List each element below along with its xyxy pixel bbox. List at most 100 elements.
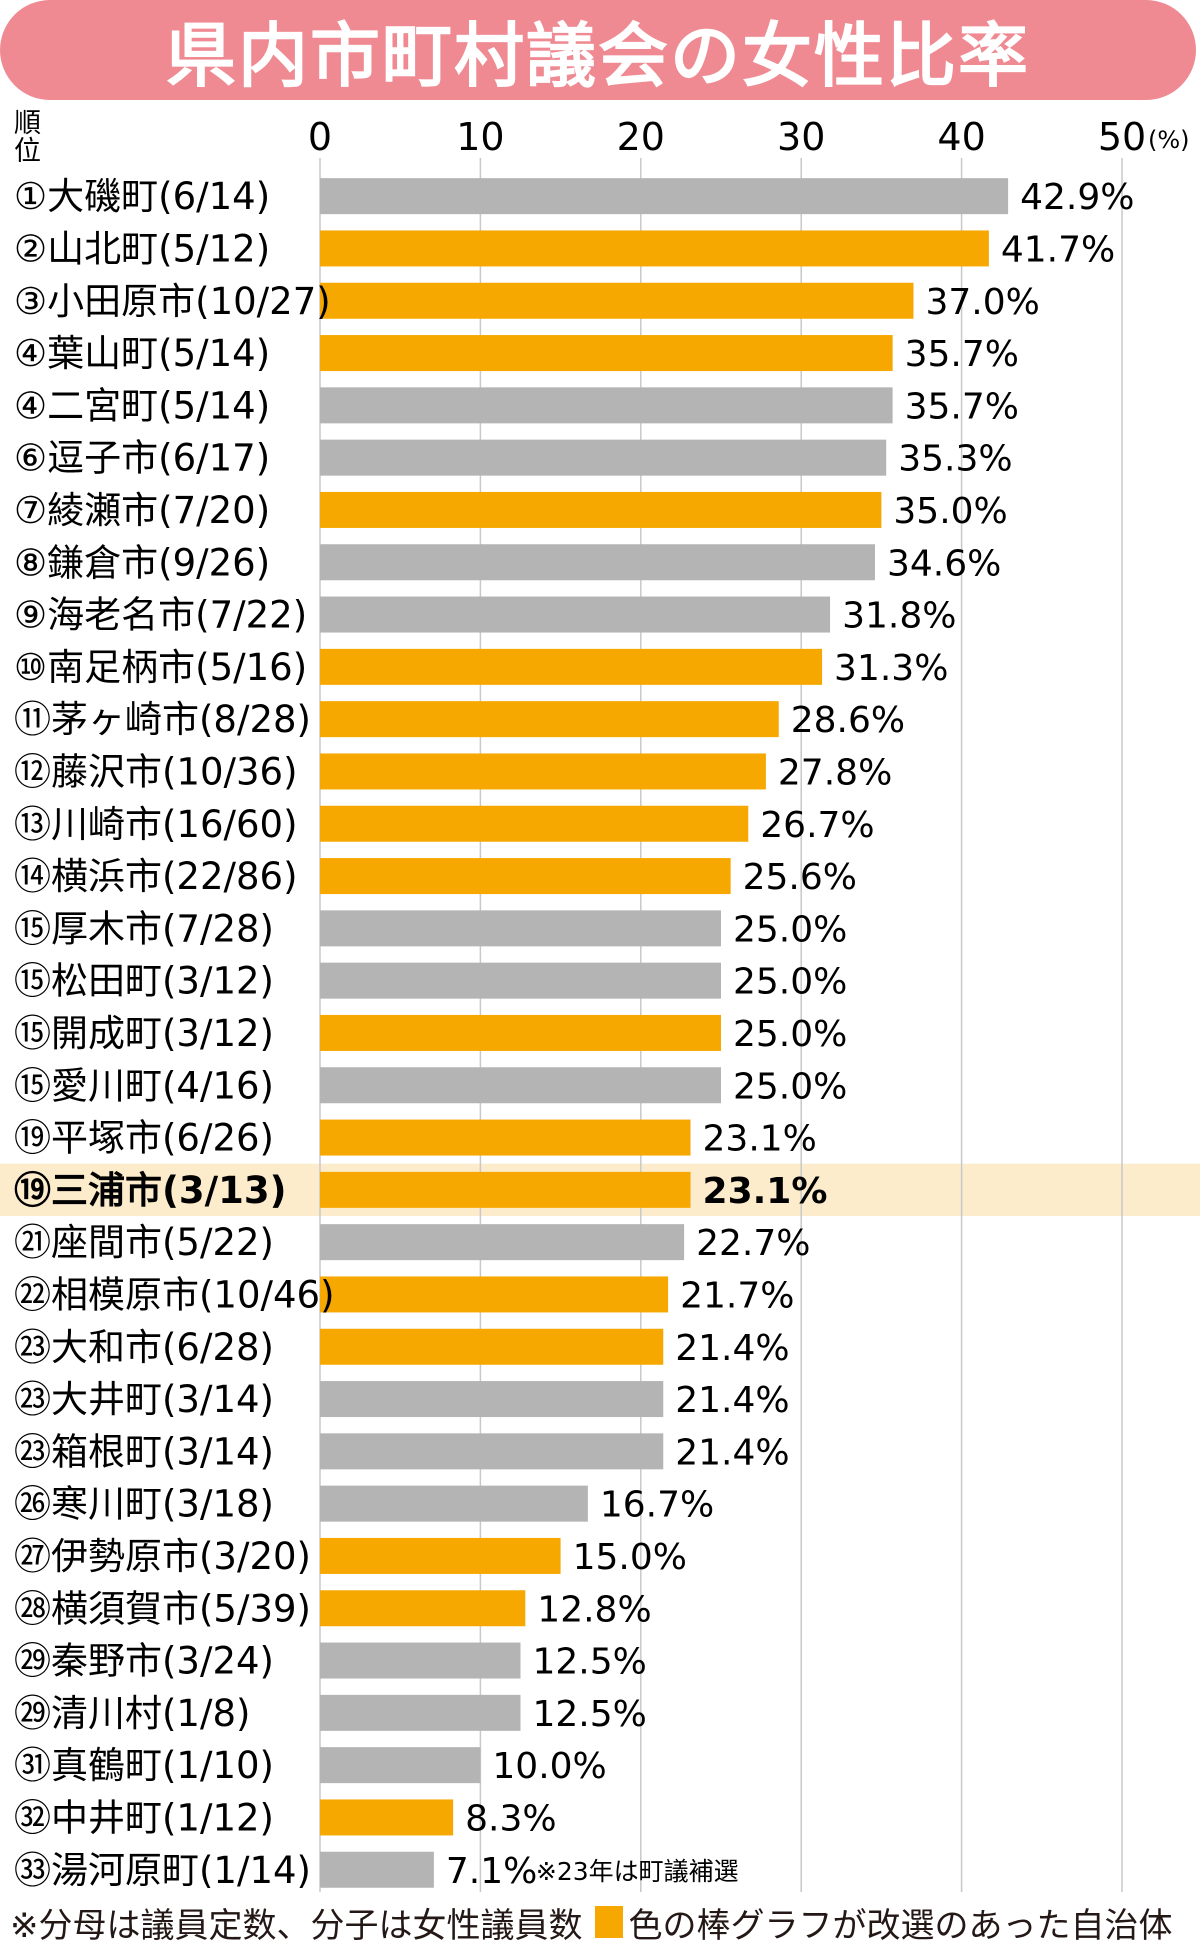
tick-label-50: 50 <box>1098 115 1146 159</box>
value-label-20: 23.1% <box>703 1171 828 1212</box>
category-label-21: ㉑座間市(5/22) <box>14 1221 274 1264</box>
category-label-19: ⑲平塚市(6/26) <box>14 1117 274 1160</box>
value-label-19: 23.1% <box>703 1119 817 1160</box>
footer: ※分母は議員定数、分子は女性議員数 色の棒グラフが改選のあった自治体 <box>10 1896 1173 1948</box>
category-label-4: ④葉山町(5/14) <box>14 332 270 375</box>
category-label-2: ②山北町(5/12) <box>14 227 270 270</box>
bar-2 <box>320 230 989 267</box>
bar-23 <box>320 1328 664 1365</box>
value-label-31: 10.0% <box>492 1746 606 1787</box>
value-label-24: 21.4% <box>675 1380 789 1421</box>
tick-label-30: 30 <box>777 115 825 159</box>
bar-17 <box>320 1014 721 1051</box>
value-label-11: 28.6% <box>791 700 905 741</box>
value-label-29: 12.5% <box>533 1642 647 1683</box>
unit-label: (%) <box>1148 126 1190 154</box>
annotation-note: ※23年は町議補選 <box>536 1857 739 1886</box>
bar-7 <box>320 491 882 528</box>
bar-29 <box>320 1642 521 1679</box>
value-label-25: 21.4% <box>675 1432 789 1473</box>
value-label-18: 25.0% <box>733 1066 847 1107</box>
category-label-6: ⑥逗子市(6/17) <box>14 437 270 480</box>
bar-5 <box>320 387 893 424</box>
category-label-31: ㉛真鶴町(1/10) <box>14 1744 274 1787</box>
value-label-28: 12.8% <box>537 1589 651 1630</box>
category-label-10: ⑩南足柄市(5/16) <box>14 646 307 689</box>
value-label-8: 34.6% <box>887 543 1001 584</box>
tick-label-10: 10 <box>456 115 504 159</box>
bar-13 <box>320 805 749 842</box>
value-label-2: 41.7% <box>1001 229 1115 270</box>
value-label-7: 35.0% <box>893 491 1007 532</box>
value-label-1: 42.9% <box>1020 177 1134 218</box>
category-label-8: ⑧鎌倉市(9/26) <box>14 541 270 584</box>
value-label-10: 31.3% <box>834 648 948 689</box>
category-label-1: ①大磯町(6/14) <box>14 175 270 218</box>
bar-31 <box>320 1747 481 1784</box>
bar-11 <box>320 701 779 738</box>
category-label-22: ㉒相模原市(10/46) <box>14 1273 335 1316</box>
title-banner: 県内市町村議会の女性比率 <box>0 0 1196 100</box>
value-label-3: 37.0% <box>925 282 1039 323</box>
value-label-22: 21.7% <box>680 1275 794 1316</box>
category-label-16: ⑮松田町(3/12) <box>14 960 274 1003</box>
category-label-25: ㉓箱根町(3/14) <box>14 1430 274 1473</box>
value-label-32: 8.3% <box>465 1798 556 1839</box>
bar-30 <box>320 1694 521 1731</box>
value-label-15: 25.0% <box>733 909 847 950</box>
value-label-6: 35.3% <box>898 439 1012 480</box>
bar-6 <box>320 439 887 476</box>
category-label-20: ⑲三浦市(3/13) <box>14 1169 287 1212</box>
bar-25 <box>320 1433 664 1470</box>
category-label-11: ⑪茅ヶ崎市(8/28) <box>14 698 311 741</box>
category-label-23: ㉓大和市(6/28) <box>14 1326 274 1369</box>
category-label-15: ⑮厚木市(7/28) <box>14 907 274 950</box>
bar-3 <box>320 282 914 319</box>
bar-15 <box>320 910 721 947</box>
legend-swatch <box>594 1906 623 1938</box>
value-label-30: 12.5% <box>533 1694 647 1735</box>
bar-12 <box>320 753 766 790</box>
bar-20 <box>320 1171 691 1208</box>
category-label-24: ㉓大井町(3/14) <box>14 1378 274 1421</box>
bar-26 <box>320 1485 588 1522</box>
legend-label: 色の棒グラフが改選のあった自治体 <box>628 1905 1173 1946</box>
footnote: ※分母は議員定数、分子は女性議員数 <box>10 1905 583 1946</box>
value-label-26: 16.7% <box>600 1485 714 1526</box>
bar-10 <box>320 648 823 685</box>
category-label-5: ④二宮町(5/14) <box>14 384 270 427</box>
value-label-16: 25.0% <box>733 962 847 1003</box>
rank-header-1: 順 <box>14 108 41 139</box>
bar-14 <box>320 858 731 895</box>
category-label-18: ⑮愛川町(4/16) <box>14 1064 274 1107</box>
category-label-28: ㉘横須賀市(5/39) <box>14 1587 311 1630</box>
value-label-5: 35.7% <box>905 386 1019 427</box>
category-label-9: ⑨海老名市(7/22) <box>14 594 307 637</box>
category-label-17: ⑮開成町(3/12) <box>14 1012 274 1055</box>
bar-21 <box>320 1224 685 1261</box>
category-label-27: ㉗伊勢原市(3/20) <box>14 1535 311 1578</box>
value-label-13: 26.7% <box>760 805 874 846</box>
bar-22 <box>320 1276 669 1313</box>
chart-title: 県内市町村議会の女性比率 <box>166 14 1030 97</box>
category-label-33: ㉝湯河原町(1/14) <box>14 1849 311 1892</box>
bar-32 <box>320 1799 454 1836</box>
value-label-23: 21.4% <box>675 1328 789 1369</box>
value-label-17: 25.0% <box>733 1014 847 1055</box>
value-label-27: 15.0% <box>573 1537 687 1578</box>
bar-9 <box>320 596 831 633</box>
bar-33 <box>320 1851 434 1888</box>
category-label-32: ㉜中井町(1/12) <box>14 1796 274 1839</box>
bar-27 <box>320 1537 561 1574</box>
category-label-29: ㉙秦野市(3/24) <box>14 1640 274 1683</box>
tick-label-40: 40 <box>937 115 985 159</box>
value-label-4: 35.7% <box>905 334 1019 375</box>
bar-8 <box>320 544 875 581</box>
value-label-14: 25.6% <box>743 857 857 898</box>
tick-label-0: 0 <box>308 115 332 159</box>
category-label-12: ⑫藤沢市(10/36) <box>14 750 298 793</box>
category-label-14: ⑭横浜市(22/86) <box>14 855 298 898</box>
value-label-21: 22.7% <box>696 1223 810 1264</box>
bar-18 <box>320 1067 721 1104</box>
